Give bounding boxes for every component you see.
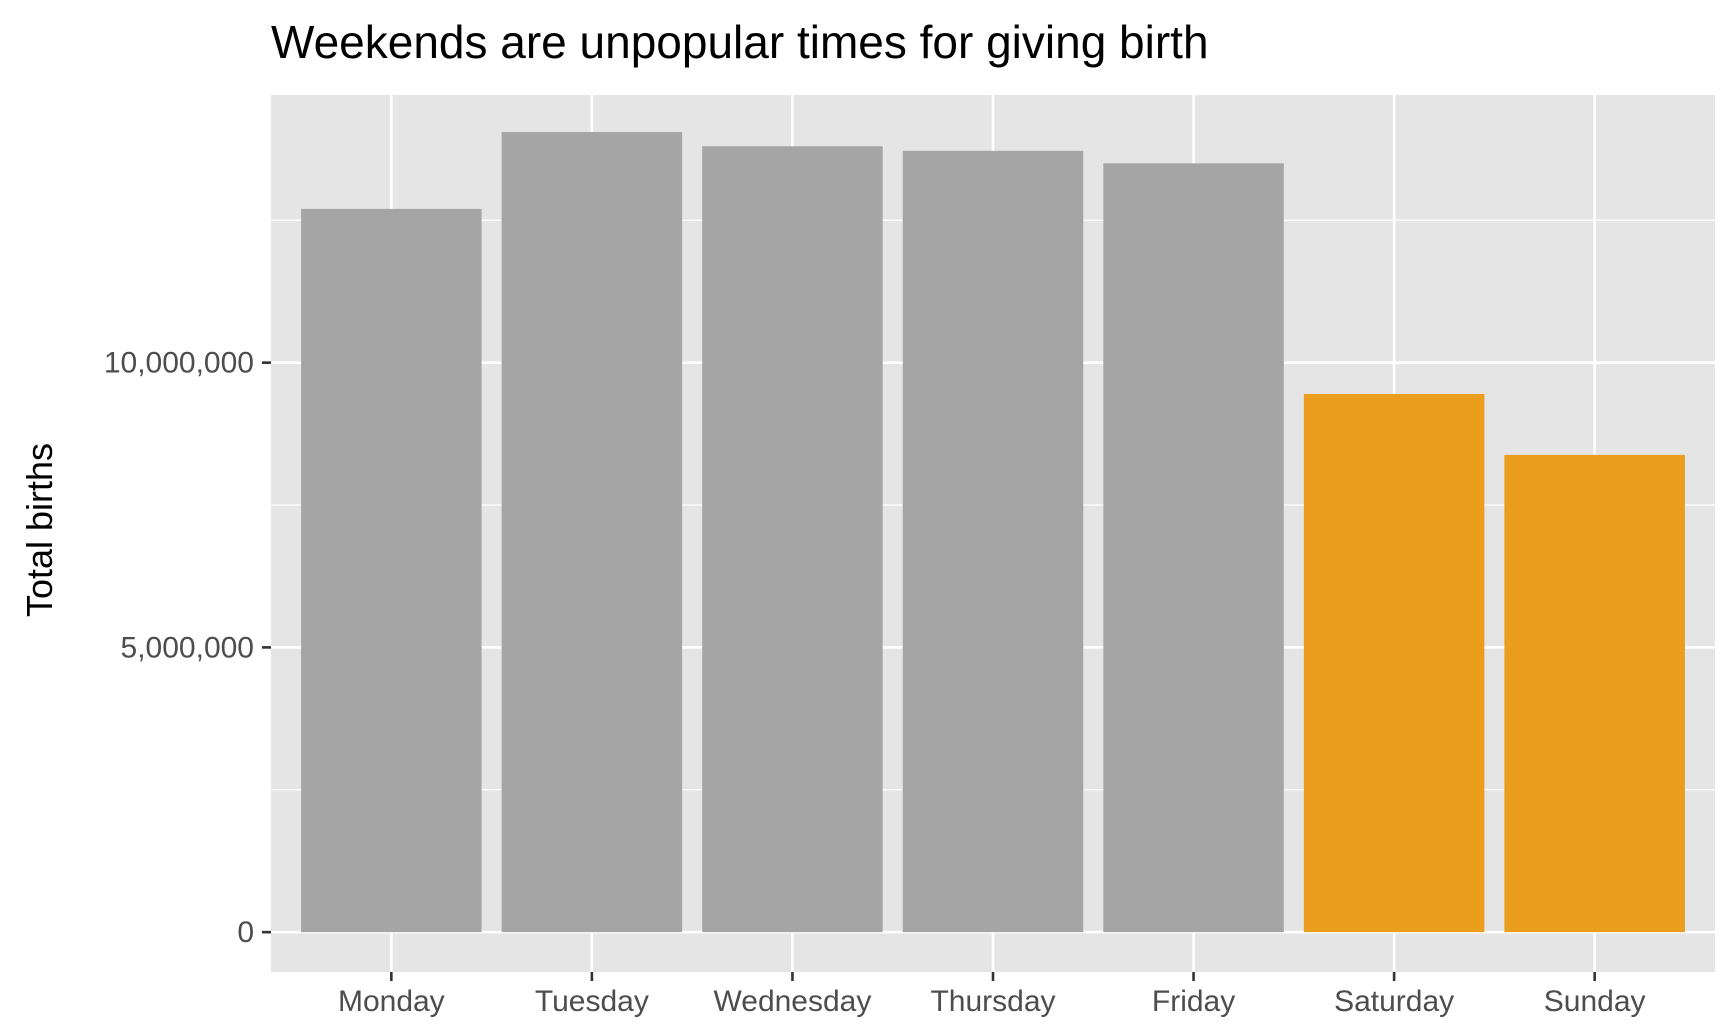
x-tick-label-saturday: Saturday bbox=[1334, 985, 1454, 1018]
x-tick-label-monday: Monday bbox=[338, 985, 445, 1018]
bar-wednesday bbox=[702, 146, 883, 933]
y-tick-label: 5,000,000 bbox=[121, 631, 254, 664]
bar-sunday bbox=[1504, 454, 1685, 933]
bar-tuesday bbox=[501, 132, 683, 933]
y-axis-title: Total births bbox=[19, 443, 60, 617]
x-tick-label-friday: Friday bbox=[1152, 985, 1235, 1018]
y-tick-label: 0 bbox=[237, 916, 254, 949]
bar-friday bbox=[1103, 163, 1284, 933]
chart-title: Weekends are unpopular times for giving … bbox=[271, 16, 1209, 68]
bar-thursday bbox=[902, 150, 1084, 933]
x-tick-label-sunday: Sunday bbox=[1544, 985, 1646, 1018]
y-tick-label: 10,000,000 bbox=[104, 347, 254, 380]
axes: 0 5,000,000 10,000,000 Monday Tuesday Wednesd… bbox=[104, 347, 1646, 1018]
x-tick-label-thursday: Thursday bbox=[930, 985, 1055, 1018]
x-tick-label-wednesday: Wednesday bbox=[713, 985, 871, 1018]
bar-monday bbox=[301, 208, 482, 933]
x-tick-label-tuesday: Tuesday bbox=[535, 985, 649, 1018]
bar-saturday bbox=[1303, 393, 1485, 933]
bars bbox=[301, 132, 1685, 933]
